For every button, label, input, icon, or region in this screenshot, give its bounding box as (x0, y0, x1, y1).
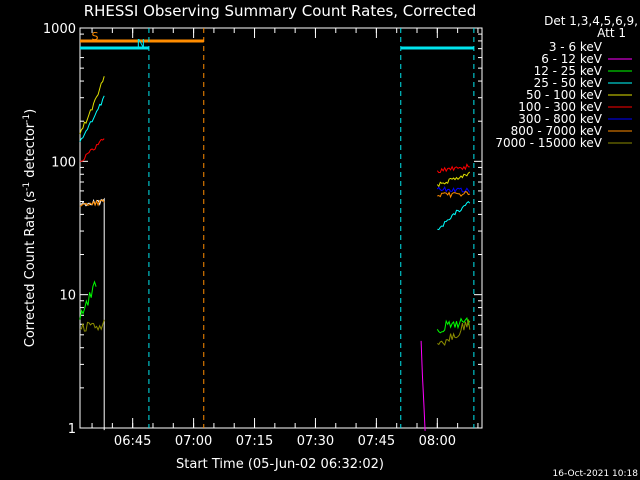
x-tick-label: 07:00 (175, 434, 212, 449)
interval-label-0: S (92, 30, 99, 43)
legend-label-8: 7000 - 15000 keV (495, 136, 602, 150)
legend-label-3: 25 - 50 keV (534, 76, 603, 90)
plot-area: 1 10 100 1000 06:45 07:00 07:15 07:30 07:45 08:00… (43, 22, 483, 449)
series-line-3 (79, 95, 471, 231)
series-line-2 (79, 280, 471, 334)
series-line-8 (79, 319, 471, 347)
x-tick-label: 07:30 (297, 434, 334, 449)
series-line-4 (79, 76, 471, 188)
series-line-0 (79, 197, 105, 431)
legend-header-attenuator: Att 1 (597, 26, 626, 40)
legend-label-4: 50 - 100 keV (526, 88, 603, 102)
legend-label-5: 100 - 300 keV (518, 100, 602, 114)
legend-label-7: 800 - 7000 keV (511, 124, 603, 138)
x-tick-label: 08:00 (419, 434, 456, 449)
y-tick-label: 10 (59, 289, 76, 304)
series-line-6 (436, 186, 471, 194)
legend-label-1: 6 - 12 keV (541, 52, 603, 66)
x-tick-label: 06:45 (114, 434, 151, 449)
y-tick-label: 100 (51, 155, 76, 170)
legend-label-2: 12 - 25 keV (534, 64, 603, 78)
timestamp: 16-Oct-2021 10:18 (553, 469, 639, 479)
y-tick-label: 1 (68, 422, 76, 437)
chart-title: RHESSI Observing Summary Count Rates, Co… (84, 2, 477, 20)
series-line-7 (79, 191, 470, 207)
plot-frame (79, 27, 483, 429)
series-line-5 (79, 138, 470, 174)
legend-label-0: 3 - 6 keV (549, 40, 603, 54)
x-axis-label: Start Time (05-Jun-02 06:32:02) (176, 457, 384, 472)
x-tick-label: 07:15 (236, 434, 273, 449)
legend-header-detectors: Det 1,3,4,5,6,9, (544, 14, 638, 28)
y-axis-label: Corrected Count Rate (s-1 detector-1) (22, 109, 38, 347)
interval-label-1: N (137, 37, 145, 50)
series-line-1 (420, 340, 426, 431)
y-tick-label: 1000 (43, 22, 76, 37)
legend-label-6: 300 - 800 keV (518, 112, 602, 126)
x-tick-label: 07:45 (358, 434, 395, 449)
